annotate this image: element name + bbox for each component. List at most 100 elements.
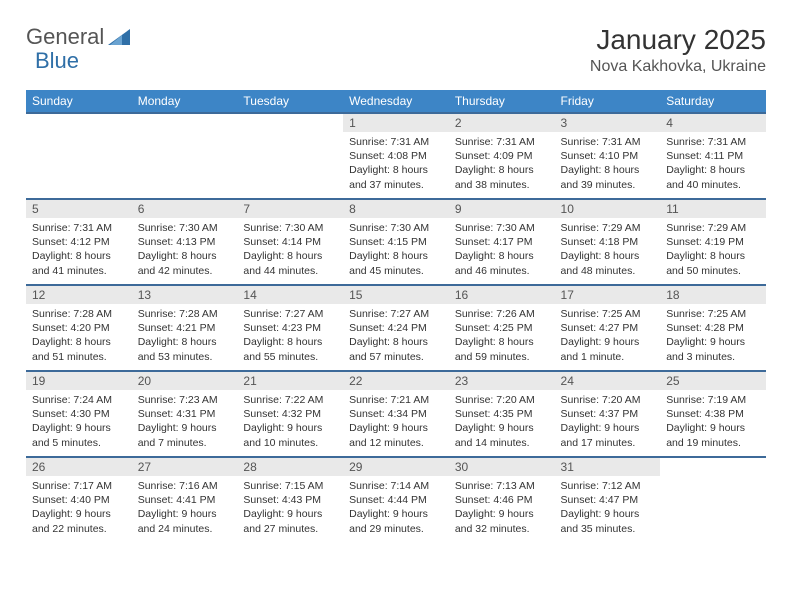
day-number: 6 — [132, 200, 238, 218]
calendar-cell: 5Sunrise: 7:31 AMSunset: 4:12 PMDaylight… — [26, 199, 132, 285]
day-header: Sunday — [26, 90, 132, 113]
day-number: 1 — [343, 114, 449, 132]
day-number: 12 — [26, 286, 132, 304]
calendar-cell: 29Sunrise: 7:14 AMSunset: 4:44 PMDayligh… — [343, 457, 449, 543]
day-number: 29 — [343, 458, 449, 476]
day-number: 5 — [26, 200, 132, 218]
day-number: 16 — [449, 286, 555, 304]
day-details: Sunrise: 7:14 AMSunset: 4:44 PMDaylight:… — [343, 476, 449, 540]
calendar-cell: 9Sunrise: 7:30 AMSunset: 4:17 PMDaylight… — [449, 199, 555, 285]
day-details: Sunrise: 7:22 AMSunset: 4:32 PMDaylight:… — [237, 390, 343, 454]
day-details: Sunrise: 7:19 AMSunset: 4:38 PMDaylight:… — [660, 390, 766, 454]
month-title: January 2025 — [590, 24, 766, 56]
calendar-cell: 19Sunrise: 7:24 AMSunset: 4:30 PMDayligh… — [26, 371, 132, 457]
day-details: Sunrise: 7:28 AMSunset: 4:21 PMDaylight:… — [132, 304, 238, 368]
day-number: 7 — [237, 200, 343, 218]
day-number: 23 — [449, 372, 555, 390]
calendar-cell: 30Sunrise: 7:13 AMSunset: 4:46 PMDayligh… — [449, 457, 555, 543]
day-number: 18 — [660, 286, 766, 304]
calendar-cell — [132, 113, 238, 199]
day-number: 24 — [555, 372, 661, 390]
calendar-cell: 6Sunrise: 7:30 AMSunset: 4:13 PMDaylight… — [132, 199, 238, 285]
calendar-cell: 31Sunrise: 7:12 AMSunset: 4:47 PMDayligh… — [555, 457, 661, 543]
day-number: 19 — [26, 372, 132, 390]
day-number: 15 — [343, 286, 449, 304]
calendar-cell: 28Sunrise: 7:15 AMSunset: 4:43 PMDayligh… — [237, 457, 343, 543]
calendar-table: SundayMondayTuesdayWednesdayThursdayFrid… — [26, 90, 766, 543]
day-details: Sunrise: 7:25 AMSunset: 4:28 PMDaylight:… — [660, 304, 766, 368]
day-details: Sunrise: 7:13 AMSunset: 4:46 PMDaylight:… — [449, 476, 555, 540]
day-header: Friday — [555, 90, 661, 113]
day-number: 2 — [449, 114, 555, 132]
day-header: Saturday — [660, 90, 766, 113]
day-number: 13 — [132, 286, 238, 304]
calendar-cell — [26, 113, 132, 199]
calendar-cell: 1Sunrise: 7:31 AMSunset: 4:08 PMDaylight… — [343, 113, 449, 199]
day-number: 31 — [555, 458, 661, 476]
day-details: Sunrise: 7:20 AMSunset: 4:35 PMDaylight:… — [449, 390, 555, 454]
calendar-cell: 3Sunrise: 7:31 AMSunset: 4:10 PMDaylight… — [555, 113, 661, 199]
calendar-cell: 22Sunrise: 7:21 AMSunset: 4:34 PMDayligh… — [343, 371, 449, 457]
day-number: 3 — [555, 114, 661, 132]
day-details: Sunrise: 7:31 AMSunset: 4:10 PMDaylight:… — [555, 132, 661, 196]
brand-logo: General — [26, 24, 136, 50]
brand-left: General — [26, 24, 104, 50]
day-details: Sunrise: 7:30 AMSunset: 4:15 PMDaylight:… — [343, 218, 449, 282]
calendar-cell: 16Sunrise: 7:26 AMSunset: 4:25 PMDayligh… — [449, 285, 555, 371]
day-details: Sunrise: 7:29 AMSunset: 4:19 PMDaylight:… — [660, 218, 766, 282]
calendar-cell: 20Sunrise: 7:23 AMSunset: 4:31 PMDayligh… — [132, 371, 238, 457]
day-number: 27 — [132, 458, 238, 476]
day-details: Sunrise: 7:29 AMSunset: 4:18 PMDaylight:… — [555, 218, 661, 282]
day-number: 22 — [343, 372, 449, 390]
day-details: Sunrise: 7:31 AMSunset: 4:08 PMDaylight:… — [343, 132, 449, 196]
calendar-body: 1Sunrise: 7:31 AMSunset: 4:08 PMDaylight… — [26, 113, 766, 543]
day-details: Sunrise: 7:24 AMSunset: 4:30 PMDaylight:… — [26, 390, 132, 454]
calendar-cell: 2Sunrise: 7:31 AMSunset: 4:09 PMDaylight… — [449, 113, 555, 199]
day-details: Sunrise: 7:20 AMSunset: 4:37 PMDaylight:… — [555, 390, 661, 454]
day-details: Sunrise: 7:15 AMSunset: 4:43 PMDaylight:… — [237, 476, 343, 540]
calendar-cell: 7Sunrise: 7:30 AMSunset: 4:14 PMDaylight… — [237, 199, 343, 285]
location: Nova Kakhovka, Ukraine — [590, 58, 766, 76]
day-details: Sunrise: 7:31 AMSunset: 4:11 PMDaylight:… — [660, 132, 766, 196]
day-details: Sunrise: 7:16 AMSunset: 4:41 PMDaylight:… — [132, 476, 238, 540]
day-details: Sunrise: 7:30 AMSunset: 4:14 PMDaylight:… — [237, 218, 343, 282]
day-number: 25 — [660, 372, 766, 390]
brand-triangle-icon — [108, 27, 132, 47]
day-number: 10 — [555, 200, 661, 218]
day-number: 9 — [449, 200, 555, 218]
day-details: Sunrise: 7:27 AMSunset: 4:24 PMDaylight:… — [343, 304, 449, 368]
day-header: Thursday — [449, 90, 555, 113]
day-number: 4 — [660, 114, 766, 132]
day-header: Monday — [132, 90, 238, 113]
day-details: Sunrise: 7:27 AMSunset: 4:23 PMDaylight:… — [237, 304, 343, 368]
calendar-cell: 24Sunrise: 7:20 AMSunset: 4:37 PMDayligh… — [555, 371, 661, 457]
calendar-cell: 15Sunrise: 7:27 AMSunset: 4:24 PMDayligh… — [343, 285, 449, 371]
calendar-week-row: 5Sunrise: 7:31 AMSunset: 4:12 PMDaylight… — [26, 199, 766, 285]
calendar-week-row: 19Sunrise: 7:24 AMSunset: 4:30 PMDayligh… — [26, 371, 766, 457]
day-number: 21 — [237, 372, 343, 390]
day-details: Sunrise: 7:17 AMSunset: 4:40 PMDaylight:… — [26, 476, 132, 540]
day-number: 11 — [660, 200, 766, 218]
calendar-cell: 21Sunrise: 7:22 AMSunset: 4:32 PMDayligh… — [237, 371, 343, 457]
calendar-cell: 8Sunrise: 7:30 AMSunset: 4:15 PMDaylight… — [343, 199, 449, 285]
day-details: Sunrise: 7:12 AMSunset: 4:47 PMDaylight:… — [555, 476, 661, 540]
calendar-cell: 25Sunrise: 7:19 AMSunset: 4:38 PMDayligh… — [660, 371, 766, 457]
calendar-cell: 12Sunrise: 7:28 AMSunset: 4:20 PMDayligh… — [26, 285, 132, 371]
calendar-cell: 14Sunrise: 7:27 AMSunset: 4:23 PMDayligh… — [237, 285, 343, 371]
day-number: 30 — [449, 458, 555, 476]
day-details: Sunrise: 7:25 AMSunset: 4:27 PMDaylight:… — [555, 304, 661, 368]
calendar-cell: 11Sunrise: 7:29 AMSunset: 4:19 PMDayligh… — [660, 199, 766, 285]
calendar-week-row: 12Sunrise: 7:28 AMSunset: 4:20 PMDayligh… — [26, 285, 766, 371]
day-number: 20 — [132, 372, 238, 390]
calendar-cell: 4Sunrise: 7:31 AMSunset: 4:11 PMDaylight… — [660, 113, 766, 199]
day-details: Sunrise: 7:21 AMSunset: 4:34 PMDaylight:… — [343, 390, 449, 454]
calendar-cell: 27Sunrise: 7:16 AMSunset: 4:41 PMDayligh… — [132, 457, 238, 543]
calendar-cell: 10Sunrise: 7:29 AMSunset: 4:18 PMDayligh… — [555, 199, 661, 285]
day-number: 14 — [237, 286, 343, 304]
day-number: 26 — [26, 458, 132, 476]
day-details: Sunrise: 7:28 AMSunset: 4:20 PMDaylight:… — [26, 304, 132, 368]
day-details: Sunrise: 7:30 AMSunset: 4:13 PMDaylight:… — [132, 218, 238, 282]
day-header: Wednesday — [343, 90, 449, 113]
calendar-week-row: 1Sunrise: 7:31 AMSunset: 4:08 PMDaylight… — [26, 113, 766, 199]
day-details: Sunrise: 7:31 AMSunset: 4:09 PMDaylight:… — [449, 132, 555, 196]
